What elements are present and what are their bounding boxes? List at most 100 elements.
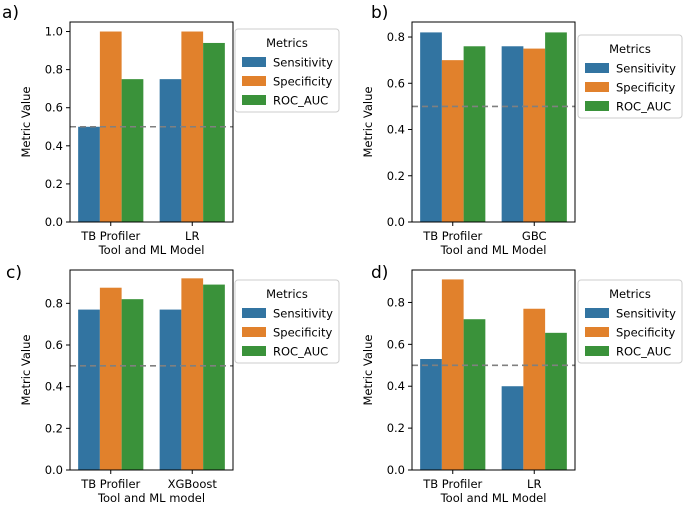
y-tick-label: 0.4 <box>387 379 405 393</box>
legend-label-sensitivity: Sensitivity <box>273 56 333 70</box>
bar-roc-auc-2 <box>545 332 567 470</box>
panel-label: d) <box>371 263 388 283</box>
bar-sensitivity-1 <box>420 32 442 222</box>
bar-sensitivity-1 <box>78 126 100 222</box>
legend-swatch-sensitivity <box>242 308 266 318</box>
panel-label: a) <box>2 3 19 23</box>
x-tick-label: TB Profiler <box>80 477 140 491</box>
x-tick-label: TB Profiler <box>80 229 140 243</box>
axes-frame <box>69 21 234 223</box>
y-tick-label: 0.6 <box>45 338 63 352</box>
bar-sensitivity-2 <box>501 46 524 222</box>
y-tick-label: 0.2 <box>45 177 63 191</box>
legend-label-sensitivity: Sensitivity <box>616 307 676 321</box>
legend: Metrics Sensitivity Specificity ROC_AUC <box>577 34 683 119</box>
y-axis-label: Metric Value <box>19 335 33 406</box>
bar-roc-auc-2 <box>545 32 567 222</box>
y-tick-label: 0.4 <box>387 123 405 137</box>
y-axis-label: Metric Value <box>19 87 33 158</box>
y-tick-label: 0.8 <box>387 295 405 309</box>
y-axis-label: Metric Value <box>361 87 375 158</box>
legend-box <box>234 279 340 364</box>
legend-swatch-sensitivity <box>585 63 609 73</box>
legend-title: Metrics <box>266 36 308 50</box>
legend-swatch-roc-auc <box>242 95 266 105</box>
bar-sensitivity-1 <box>78 309 100 470</box>
y-tick-label: 1.0 <box>45 25 63 39</box>
x-tick-label: GBC <box>522 229 547 243</box>
legend-swatch-roc-auc <box>242 346 266 356</box>
legend-label-roc-auc: ROC_AUC <box>273 94 328 108</box>
legend-label-roc-auc: ROC_AUC <box>616 345 671 359</box>
bar-sensitivity-2 <box>501 386 524 470</box>
legend: Metrics Sensitivity Specificity ROC_AUC <box>234 279 340 364</box>
legend-swatch-specificity <box>242 327 266 337</box>
bar-specificity-2 <box>523 308 546 470</box>
bar-sensitivity-1 <box>420 359 442 470</box>
legend-label-specificity: Specificity <box>273 75 332 89</box>
y-tick-label: 0.2 <box>387 169 405 183</box>
legend-swatch-sensitivity <box>242 57 266 67</box>
bar-specificity-1 <box>441 60 464 223</box>
x-axis-label: Tool and ML Model <box>98 243 205 257</box>
bar-specificity-1 <box>99 287 122 470</box>
x-axis-label: Tool and ML Model <box>440 491 547 505</box>
legend-label-sensitivity: Sensitivity <box>616 62 676 76</box>
y-tick-label: 0.4 <box>45 139 63 153</box>
legend-title: Metrics <box>609 287 651 301</box>
y-tick-label: 0.6 <box>387 337 405 351</box>
legend-label-specificity: Specificity <box>273 326 332 340</box>
bar-roc-auc-1 <box>463 46 486 222</box>
legend-title: Metrics <box>266 287 308 301</box>
bar-specificity-2 <box>523 48 546 222</box>
legend-swatch-specificity <box>585 327 609 337</box>
legend-label-roc-auc: ROC_AUC <box>616 100 671 114</box>
y-tick-label: 0.2 <box>387 421 405 435</box>
legend-swatch-roc-auc <box>585 101 609 111</box>
bar-roc-auc-2 <box>203 42 225 223</box>
y-tick-label: 0.6 <box>45 101 63 115</box>
bar-roc-auc-1 <box>121 299 144 470</box>
x-tick-label: LR <box>527 477 541 491</box>
axes-frame <box>69 269 234 471</box>
bar-roc-auc-1 <box>121 79 144 223</box>
legend: Metrics Sensitivity Specificity ROC_AUC <box>577 279 683 364</box>
x-axis-label: Tool and ML model <box>97 491 205 505</box>
legend-label-specificity: Specificity <box>616 81 675 95</box>
legend-label-specificity: Specificity <box>616 326 675 340</box>
y-tick-label: 0.2 <box>45 421 63 435</box>
y-tick-label: 0.8 <box>387 30 405 44</box>
axes-frame <box>411 21 576 223</box>
bar-sensitivity-2 <box>159 79 182 223</box>
legend-swatch-sensitivity <box>585 308 609 318</box>
legend-label-roc-auc: ROC_AUC <box>273 345 328 359</box>
panel-label: b) <box>371 3 388 23</box>
legend-box <box>577 279 683 364</box>
x-tick-label: XGBoost <box>168 477 218 491</box>
panel-label: c) <box>6 263 22 283</box>
bar-specificity-2 <box>181 278 204 470</box>
legend-swatch-specificity <box>585 82 609 92</box>
y-tick-label: 0.0 <box>45 215 63 229</box>
legend-box <box>577 34 683 119</box>
legend-swatch-roc-auc <box>585 346 609 356</box>
x-tick-label: LR <box>185 229 199 243</box>
bar-sensitivity-2 <box>159 309 182 470</box>
legend: Metrics Sensitivity Specificity ROC_AUC <box>234 28 340 113</box>
bar-specificity-1 <box>441 279 464 470</box>
bar-roc-auc-2 <box>203 284 225 470</box>
bar-roc-auc-1 <box>463 319 486 470</box>
chart-panel-3: c) 0.0 0.2 0.4 0.6 0.8 TB Profiler XGBoostTool … <box>6 263 340 505</box>
x-axis-label: Tool and ML Model <box>440 243 547 257</box>
y-tick-label: 0.4 <box>45 380 63 394</box>
y-axis-label: Metric Value <box>361 335 375 406</box>
y-tick-label: 0.8 <box>45 296 63 310</box>
y-tick-label: 0.0 <box>45 463 63 477</box>
legend-box <box>234 28 340 113</box>
y-tick-label: 0.0 <box>387 463 405 477</box>
axes-frame <box>411 269 576 471</box>
